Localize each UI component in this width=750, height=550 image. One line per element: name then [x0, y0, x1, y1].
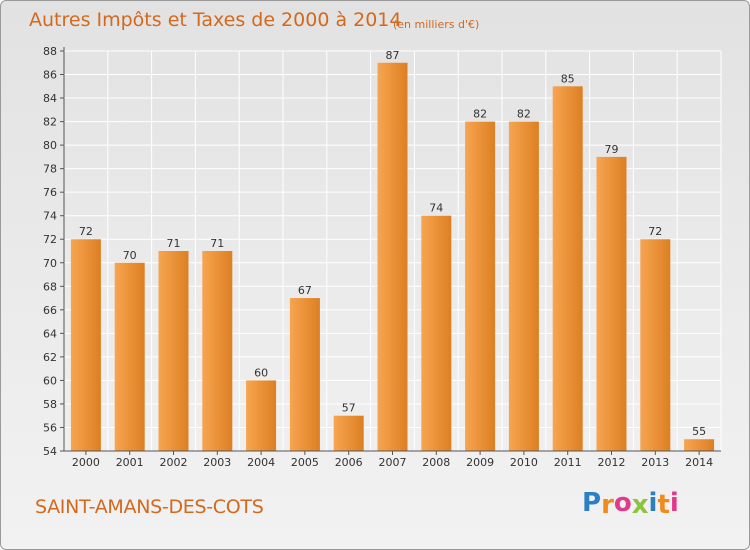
- x-tick-label: 2005: [291, 456, 319, 469]
- bar: [421, 215, 452, 451]
- x-tick-label: 2003: [203, 456, 231, 469]
- x-tick-label: 2013: [641, 456, 669, 469]
- x-tick-label: 2011: [554, 456, 582, 469]
- data-label: 55: [692, 425, 706, 438]
- logo-letter: t: [657, 490, 670, 520]
- y-tick-label: 86: [43, 69, 57, 82]
- bar: [70, 239, 101, 451]
- bar: [246, 380, 277, 451]
- bar: [377, 62, 408, 451]
- y-tick-label: 60: [43, 374, 57, 387]
- x-tick-label: 2009: [466, 456, 494, 469]
- bar: [508, 121, 539, 452]
- bar: [684, 439, 715, 451]
- y-tick-label: 58: [43, 398, 57, 411]
- y-tick-label: 62: [43, 351, 57, 364]
- y-tick-label: 84: [43, 92, 57, 105]
- x-tick-label: 2000: [72, 456, 100, 469]
- y-tick-label: 78: [43, 163, 57, 176]
- y-tick-label: 88: [43, 45, 57, 58]
- data-label: 71: [167, 237, 181, 250]
- data-label: 79: [605, 143, 619, 156]
- bar: [289, 298, 320, 451]
- x-tick-label: 2010: [510, 456, 538, 469]
- y-tick-label: 80: [43, 139, 57, 152]
- y-tick-label: 70: [43, 257, 57, 270]
- bar: [552, 86, 583, 451]
- logo-letter: x: [631, 490, 649, 520]
- data-label: 60: [254, 366, 268, 379]
- bar: [158, 251, 189, 451]
- x-tick-label: 2008: [422, 456, 450, 469]
- bar: [465, 121, 496, 452]
- data-label: 70: [123, 249, 137, 262]
- data-label: 82: [517, 108, 531, 121]
- data-label: 72: [79, 225, 93, 238]
- y-tick-label: 56: [43, 421, 57, 434]
- data-label: 87: [386, 49, 400, 62]
- logo-letter: P: [582, 488, 602, 518]
- data-label: 67: [298, 284, 312, 297]
- x-tick-label: 2012: [598, 456, 626, 469]
- data-label: 71: [210, 237, 224, 250]
- x-tick-label: 2001: [116, 456, 144, 469]
- logo-letter: i: [648, 488, 658, 518]
- bar: [202, 251, 233, 451]
- logo-letter: r: [601, 490, 614, 520]
- y-tick-label: 76: [43, 186, 57, 199]
- data-label: 74: [429, 202, 443, 215]
- x-tick-label: 2006: [335, 456, 363, 469]
- logo-letter: i: [669, 488, 679, 518]
- x-tick-label: 2002: [160, 456, 188, 469]
- chart-title: Autres Impôts et Taxes de 2000 à 2014: [29, 9, 402, 31]
- x-tick-label: 2014: [685, 456, 713, 469]
- y-tick-label: 68: [43, 280, 57, 293]
- commune-name: SAINT-AMANS-DES-COTS: [35, 496, 264, 518]
- x-tick-label: 2007: [379, 456, 407, 469]
- logo-letter: o: [613, 488, 632, 518]
- y-tick-label: 82: [43, 116, 57, 129]
- data-label: 72: [648, 225, 662, 238]
- bar: [114, 262, 145, 451]
- bar: [333, 415, 364, 451]
- y-tick-label: 74: [43, 210, 57, 223]
- data-label: 57: [342, 402, 356, 415]
- y-tick-label: 64: [43, 327, 57, 340]
- x-tick-label: 2004: [247, 456, 275, 469]
- y-tick-label: 54: [43, 445, 57, 458]
- bar: [596, 156, 627, 451]
- y-tick-label: 66: [43, 304, 57, 317]
- bar: [640, 239, 671, 451]
- chart-subtitle: (en milliers d'€): [393, 18, 480, 31]
- data-label: 85: [561, 72, 575, 85]
- y-tick-label: 72: [43, 233, 57, 246]
- data-label: 82: [473, 108, 487, 121]
- proxiti-logo: Proxiti: [582, 488, 679, 520]
